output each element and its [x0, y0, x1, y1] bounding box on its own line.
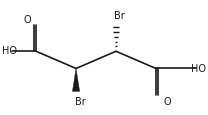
Polygon shape	[72, 69, 80, 92]
Text: Br: Br	[114, 11, 124, 21]
Text: HO: HO	[2, 45, 17, 55]
Text: HO: HO	[191, 64, 206, 74]
Text: Br: Br	[75, 96, 85, 106]
Text: O: O	[163, 96, 171, 106]
Text: O: O	[23, 15, 31, 25]
